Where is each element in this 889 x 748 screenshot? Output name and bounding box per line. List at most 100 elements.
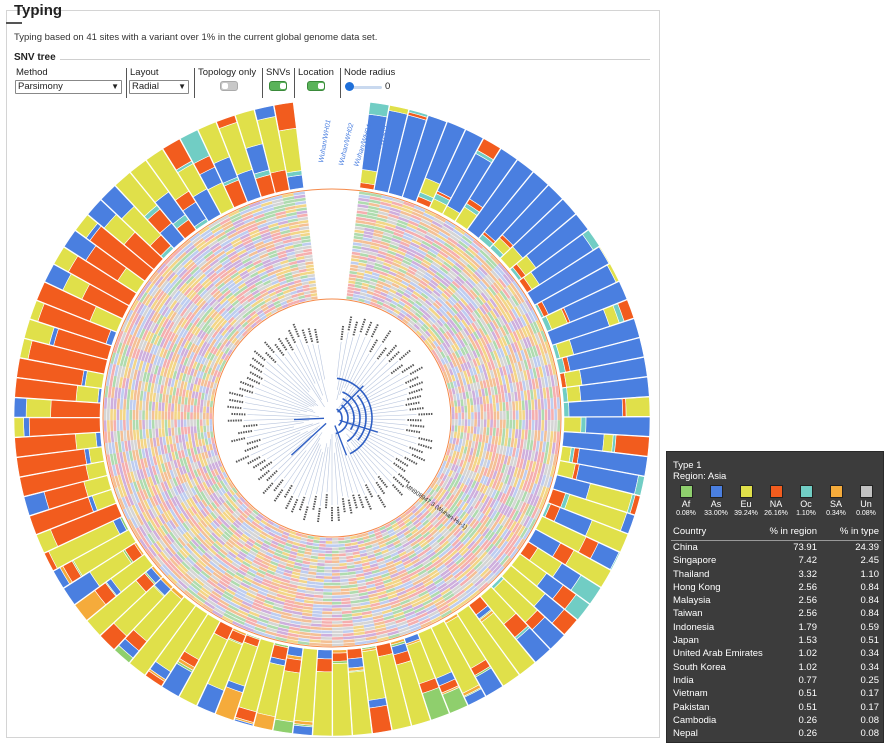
- snv-cell: [430, 590, 441, 599]
- snv-cell: [434, 521, 442, 529]
- snv-cell: [196, 446, 201, 454]
- snv-cell: [115, 463, 121, 476]
- snv-cell: [398, 268, 407, 275]
- snv-cell: [282, 289, 291, 295]
- tree-branch: [337, 332, 349, 391]
- snv-cell: [480, 411, 484, 420]
- snv-cell: [249, 310, 257, 317]
- snv-cell: [491, 479, 498, 489]
- snv-cell: [341, 607, 352, 611]
- snv-cell: [199, 331, 207, 340]
- topology-toggle[interactable]: [220, 81, 238, 91]
- snv-cell: [451, 425, 455, 432]
- snv-cell: [360, 249, 370, 255]
- snv-cell: [453, 465, 459, 473]
- tree-branch-highlight: [334, 425, 348, 456]
- snv-cell: [242, 257, 252, 265]
- snv-cell: [218, 327, 226, 335]
- layout-select[interactable]: Radial ▼: [129, 80, 189, 94]
- snv-cell: [315, 575, 325, 579]
- snv-cell: [291, 544, 299, 550]
- snv-cell: [464, 293, 473, 303]
- snv-cell: [426, 297, 435, 305]
- snv-cell: [299, 229, 310, 234]
- snv-cell: [324, 573, 332, 576]
- snv-cell: [540, 463, 546, 475]
- snv-cell: [254, 241, 264, 248]
- snvs-toggle[interactable]: [269, 81, 287, 91]
- snv-cell: [280, 283, 289, 289]
- snv-cell: [243, 622, 256, 630]
- snv-cell: [166, 509, 174, 520]
- snv-cell: [218, 284, 228, 293]
- snv-cell: [386, 253, 396, 259]
- snv-cell: [161, 402, 165, 412]
- snv-cell: [530, 389, 534, 400]
- snv-cell: [407, 247, 417, 255]
- snv-cell: [349, 270, 358, 275]
- snv-cell: [159, 436, 164, 446]
- snv-cell: [449, 513, 457, 522]
- snv-cell: [293, 191, 305, 196]
- snv-cell: [490, 360, 496, 370]
- snv-cell: [164, 411, 168, 420]
- snv-cell: [142, 306, 150, 318]
- snv-cell: [300, 235, 311, 240]
- snv-cell: [425, 548, 434, 556]
- snv-cell: [394, 228, 405, 235]
- snv-cell: [191, 252, 202, 262]
- snv-cell: [432, 289, 441, 297]
- snv-cell: [443, 490, 450, 498]
- snv-cell: [169, 259, 179, 270]
- snv-cell: [440, 351, 446, 359]
- snv-cell: [454, 226, 466, 235]
- snv-cell: [468, 261, 479, 271]
- snv-cell: [495, 377, 500, 386]
- snv-cell: [463, 346, 469, 355]
- location-toggle[interactable]: [307, 81, 325, 91]
- snv-cell: [518, 328, 526, 339]
- method-select[interactable]: Parsimony ▼: [15, 80, 122, 94]
- snv-cell: [458, 257, 469, 266]
- snv-cell: [211, 484, 218, 493]
- snv-cell: [368, 533, 376, 539]
- snv-cell: [508, 446, 514, 457]
- snv-cell: [483, 442, 488, 452]
- snv-cell: [138, 448, 143, 460]
- snv-cell: [162, 563, 172, 574]
- snv-cell: [433, 312, 441, 320]
- snv-cell: [470, 455, 476, 464]
- snv-cell: [471, 311, 479, 321]
- snv-cell: [480, 475, 486, 484]
- node-radius-slider[interactable]: [346, 86, 382, 89]
- snv-cell: [375, 303, 383, 309]
- snv-cell: [133, 389, 138, 401]
- snv-cell: [157, 483, 164, 493]
- snv-cell: [508, 297, 517, 308]
- snv-tree-visualization[interactable]: Wuhan/WH01 Wuhan/WH02 Wuhan/WH04 Wuhan/W…: [0, 0, 660, 748]
- snv-cell: [210, 574, 221, 583]
- snv-cell: [235, 314, 242, 321]
- snv-cell: [149, 437, 154, 448]
- snv-cell: [198, 347, 204, 356]
- snv-cell: [402, 306, 410, 313]
- snv-cell: [271, 297, 279, 303]
- snv-cell: [499, 419, 503, 429]
- snv-cell: [496, 292, 506, 303]
- snv-cell: [111, 464, 118, 477]
- node-radius-slider-handle[interactable]: [345, 82, 354, 91]
- snv-cell: [467, 487, 474, 496]
- snv-cell: [499, 555, 510, 566]
- snv-cell: [122, 451, 128, 463]
- snv-cell: [332, 569, 340, 573]
- snv-cell: [361, 607, 372, 612]
- snv-cell: [294, 598, 305, 603]
- snv-cell: [215, 527, 224, 536]
- snv-cell: [523, 439, 528, 450]
- snv-cell: [346, 296, 353, 300]
- snv-cell: [366, 583, 376, 589]
- snv-cell: [493, 359, 499, 369]
- tree-branch: [344, 336, 366, 389]
- snv-cell: [208, 503, 215, 512]
- snv-cell: [507, 546, 516, 557]
